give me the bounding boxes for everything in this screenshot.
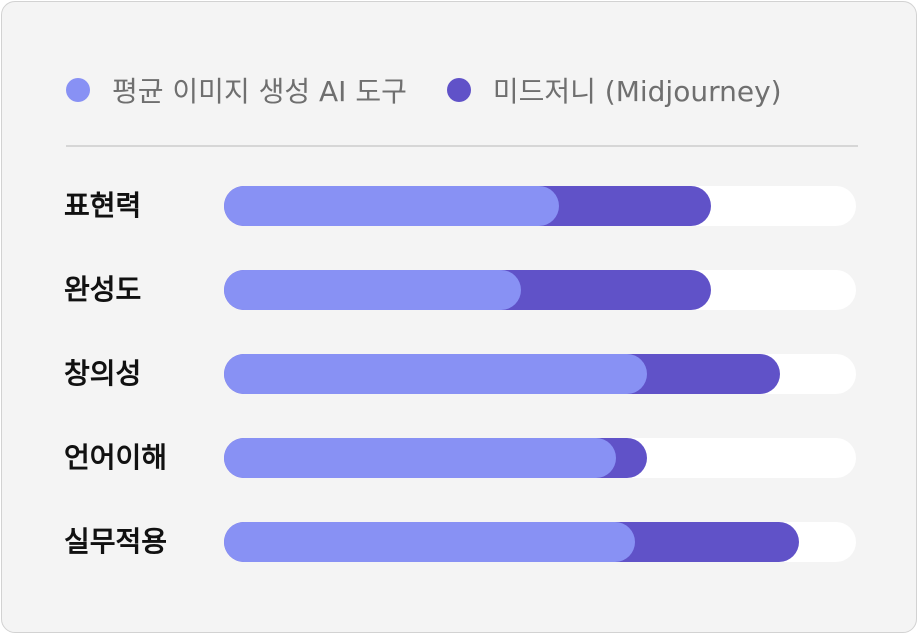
legend-item-average: 평균 이미지 생성 AI 도구	[66, 70, 407, 110]
category-label: 창의성	[64, 357, 142, 390]
legend-label-average: 평균 이미지 생성 AI 도구	[112, 75, 407, 108]
legend-swatch-average	[66, 78, 90, 102]
category-label: 언어이해	[64, 441, 168, 474]
legend-swatch-midjourney	[446, 78, 471, 102]
bar-average	[224, 186, 559, 226]
bar-average	[224, 522, 635, 562]
legend-item-midjourney: 미드저니 (Midjourney)	[446, 70, 782, 110]
bar-average	[224, 354, 647, 394]
bar-average	[224, 438, 616, 478]
category-label: 완성도	[64, 273, 142, 306]
bar-average	[224, 270, 521, 310]
legend-label-midjourney: 미드저니 (Midjourney)	[492, 75, 782, 108]
category-label: 표현력	[64, 189, 142, 222]
category-label: 실무적용	[64, 525, 168, 558]
legend: 평균 이미지 생성 AI 도구 미드저니 (Midjourney)	[66, 72, 822, 108]
legend-divider	[66, 145, 858, 147]
